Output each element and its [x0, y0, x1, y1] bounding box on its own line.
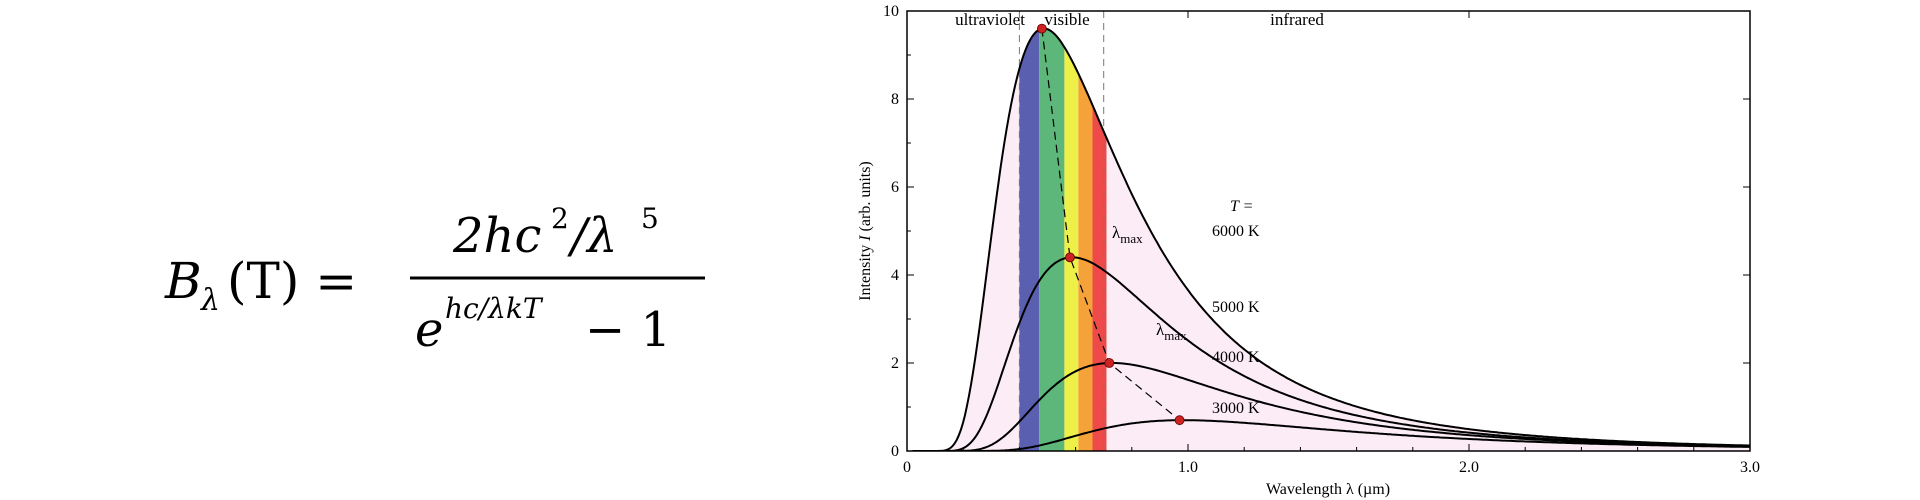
visible-band-0: [1019, 29, 1040, 451]
planck-formula: B λ (T) = 2hc 2 /λ 5 e hc/λkT − 1: [164, 202, 705, 358]
y-axis-label: Intensity I (arb. units): [857, 161, 874, 301]
x-axis-label: Wavelength λ (µm): [1266, 481, 1390, 498]
visible-band-2: [1064, 47, 1079, 451]
series-label-4000k: 4000 K: [1212, 349, 1260, 366]
x-tick-label-1: 1.0: [1178, 459, 1198, 476]
formula-denominator-base: e: [415, 302, 443, 358]
region-label-infrared: infrared: [1270, 10, 1324, 29]
lambda-max-label-5000k: λmax: [1112, 223, 1143, 246]
area-under-6000k: [912, 28, 1750, 451]
formula-numerator-exp2: 5: [641, 202, 659, 235]
under-curve-fill: [912, 28, 1750, 451]
formula-denominator-exp: hc/λkT: [445, 292, 544, 325]
peak-marker-4000k: [1104, 358, 1115, 368]
series-label-5000k: 5000 K: [1212, 299, 1260, 316]
visible-band-1: [1039, 28, 1065, 451]
formula-numerator-exp: 2: [551, 202, 569, 235]
formula-lhs-symbol: B: [164, 252, 202, 310]
formula-numerator-a: 2hc: [452, 208, 541, 264]
y-tick-label-8: 8: [891, 91, 899, 108]
peak-locus: [1036, 23, 1185, 426]
x-tick-label-0: 0: [903, 459, 911, 476]
peak-marker-6000k: [1036, 23, 1047, 34]
peak-marker-5000k: [1065, 252, 1075, 263]
visible-band-3: [1078, 73, 1093, 451]
visible-band-4: [1092, 105, 1107, 451]
planck-curves: [912, 27, 1750, 451]
series-label-3000k: 3000 K: [1212, 400, 1260, 417]
axis-ticks: [906, 10, 1751, 452]
y-tick-label-4: 4: [891, 267, 899, 284]
curve-4000k: [912, 362, 1750, 451]
x-tick-label-2: 2.0: [1459, 459, 1479, 476]
formula-denominator-tail: − 1: [585, 302, 671, 358]
series-label-6000k: 6000 K: [1212, 223, 1260, 240]
formula-lhs-subscript: λ: [200, 283, 220, 318]
curve-3000k: [912, 419, 1750, 451]
y-tick-label-0: 0: [891, 443, 899, 460]
formula-lhs-arg: (T) =: [227, 252, 357, 310]
region-label-visible: visible: [1044, 10, 1089, 29]
legend-title: T =: [1230, 198, 1253, 215]
formula-numerator-b: /λ: [567, 208, 618, 264]
curve-6000k: [912, 27, 1750, 451]
region-label-ultraviolet: ultraviolet: [955, 10, 1025, 29]
lambda-max-label-4000k: λmax: [1156, 320, 1187, 343]
x-tick-label-3: 3.0: [1740, 459, 1760, 476]
y-tick-label-10: 10: [883, 3, 899, 20]
peak-marker-3000k: [1174, 415, 1185, 426]
peak-locus-line: [1041, 28, 1180, 421]
region-dividers: [1018, 11, 1105, 451]
y-tick-label-2: 2: [891, 355, 899, 372]
visible-spectrum-bands: [1019, 28, 1107, 451]
y-tick-label-6: 6: [891, 179, 899, 196]
